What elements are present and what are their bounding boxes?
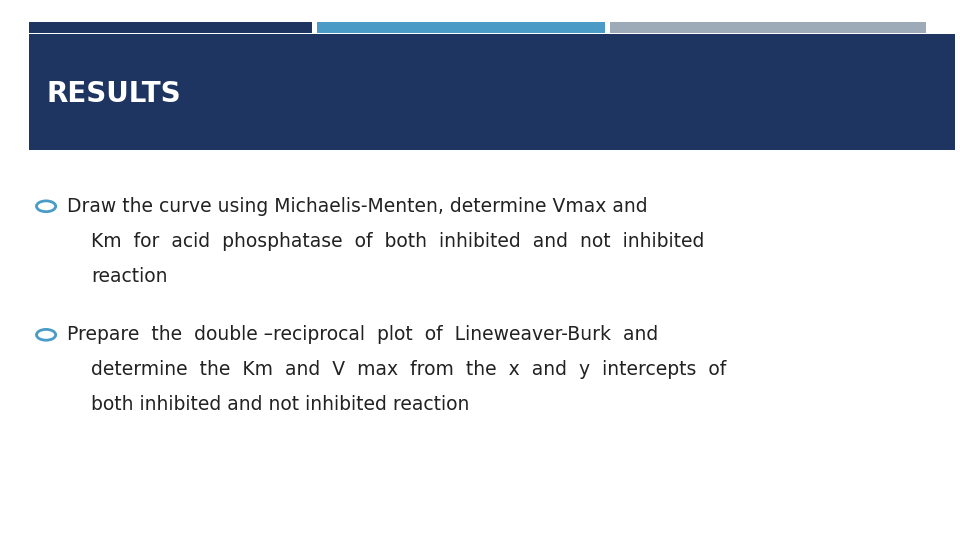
Text: Km  for  acid  phosphatase  of  both  inhibited  and  not  inhibited: Km for acid phosphatase of both inhibite… xyxy=(91,232,705,251)
Bar xyxy=(29,22,312,33)
Text: Prepare  the  double –reciprocal  plot  of  Lineweaver-Burk  and: Prepare the double –reciprocal plot of L… xyxy=(67,325,659,345)
Text: reaction: reaction xyxy=(91,267,168,286)
Text: RESULTS: RESULTS xyxy=(46,80,180,108)
Text: Draw the curve using Michaelis-Menten, determine Vmax and: Draw the curve using Michaelis-Menten, d… xyxy=(67,197,648,216)
Text: determine  the  Km  and  V  max  from  the  x  and  y  intercepts  of: determine the Km and V max from the x an… xyxy=(91,360,727,380)
Bar xyxy=(29,34,955,150)
Bar xyxy=(317,22,605,33)
Text: both inhibited and not inhibited reaction: both inhibited and not inhibited reactio… xyxy=(91,395,469,415)
Bar xyxy=(610,22,926,33)
